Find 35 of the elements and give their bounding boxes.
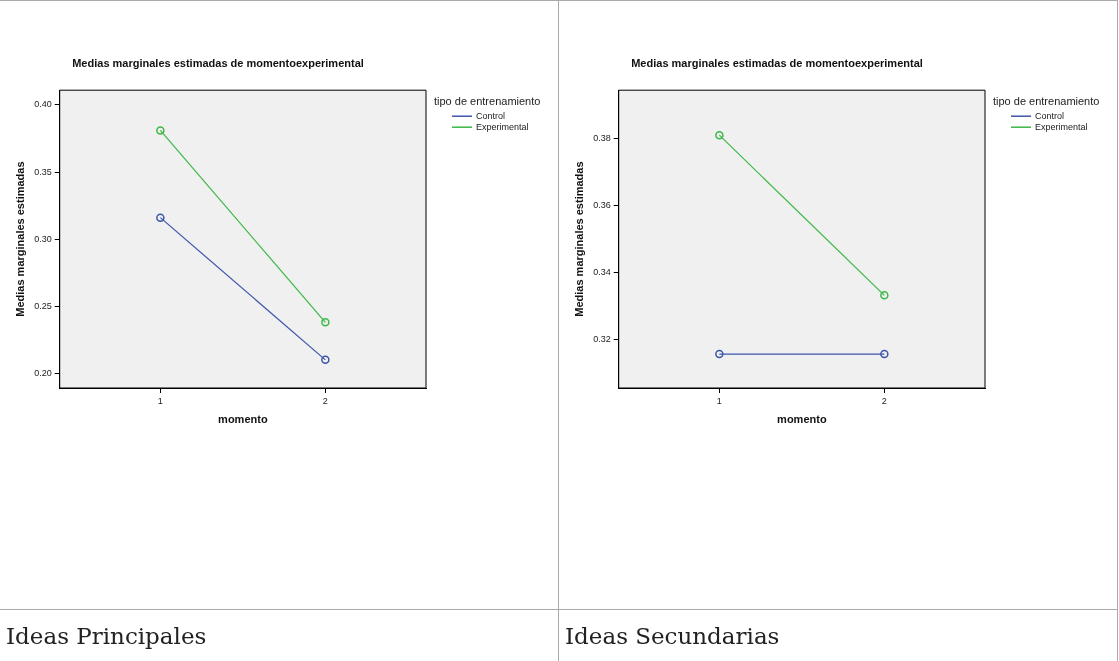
x-tick-label: 1 bbox=[716, 395, 722, 406]
y-tick-label: 0.34 bbox=[593, 267, 611, 278]
y-tick-label: 0.20 bbox=[34, 367, 52, 378]
text: Ideas Secundarias bbox=[559, 609, 1117, 649]
legend-label: Experimental bbox=[476, 121, 529, 132]
y-tick-label: 0.30 bbox=[34, 233, 52, 244]
y-tick-label: 0.32 bbox=[593, 334, 611, 345]
point bbox=[715, 130, 724, 140]
point bbox=[880, 349, 889, 359]
point bbox=[321, 318, 330, 327]
y-axis-title: Medias marginales estimadas bbox=[13, 161, 26, 317]
legend-label: Experimental bbox=[1035, 121, 1088, 132]
x-axis-title: momento bbox=[218, 413, 268, 426]
x-tick-label: 2 bbox=[881, 395, 887, 406]
legend-label: Control bbox=[476, 110, 506, 121]
chart-title: Medias marginales estimadas de momentoexperimental bbox=[631, 56, 923, 69]
legend-title: tipo de entrenamiento bbox=[993, 95, 1100, 108]
y-axis-title: Medias marginales estimadas bbox=[572, 161, 585, 317]
point bbox=[715, 349, 724, 359]
text: Ideas Principales bbox=[0, 609, 558, 649]
legend-title: tipo de entrenamiento bbox=[434, 95, 541, 108]
x-tick-label: 1 bbox=[157, 395, 163, 406]
legend-label: Control bbox=[1035, 110, 1065, 121]
point bbox=[880, 291, 889, 300]
y-tick-label: 0.40 bbox=[34, 99, 52, 110]
point bbox=[156, 126, 165, 135]
y-tick-label: 0.35 bbox=[34, 166, 52, 177]
x-tick-label: 2 bbox=[322, 395, 328, 406]
point bbox=[321, 355, 330, 365]
chart-title: Medias marginales estimadas de momentoexperimental bbox=[72, 56, 364, 69]
x-axis-title: momento bbox=[777, 413, 827, 426]
point bbox=[156, 213, 165, 222]
y-tick-label: 0.25 bbox=[34, 300, 52, 311]
y-tick-label: 0.36 bbox=[593, 200, 611, 211]
y-tick-label: 0.38 bbox=[593, 133, 611, 144]
